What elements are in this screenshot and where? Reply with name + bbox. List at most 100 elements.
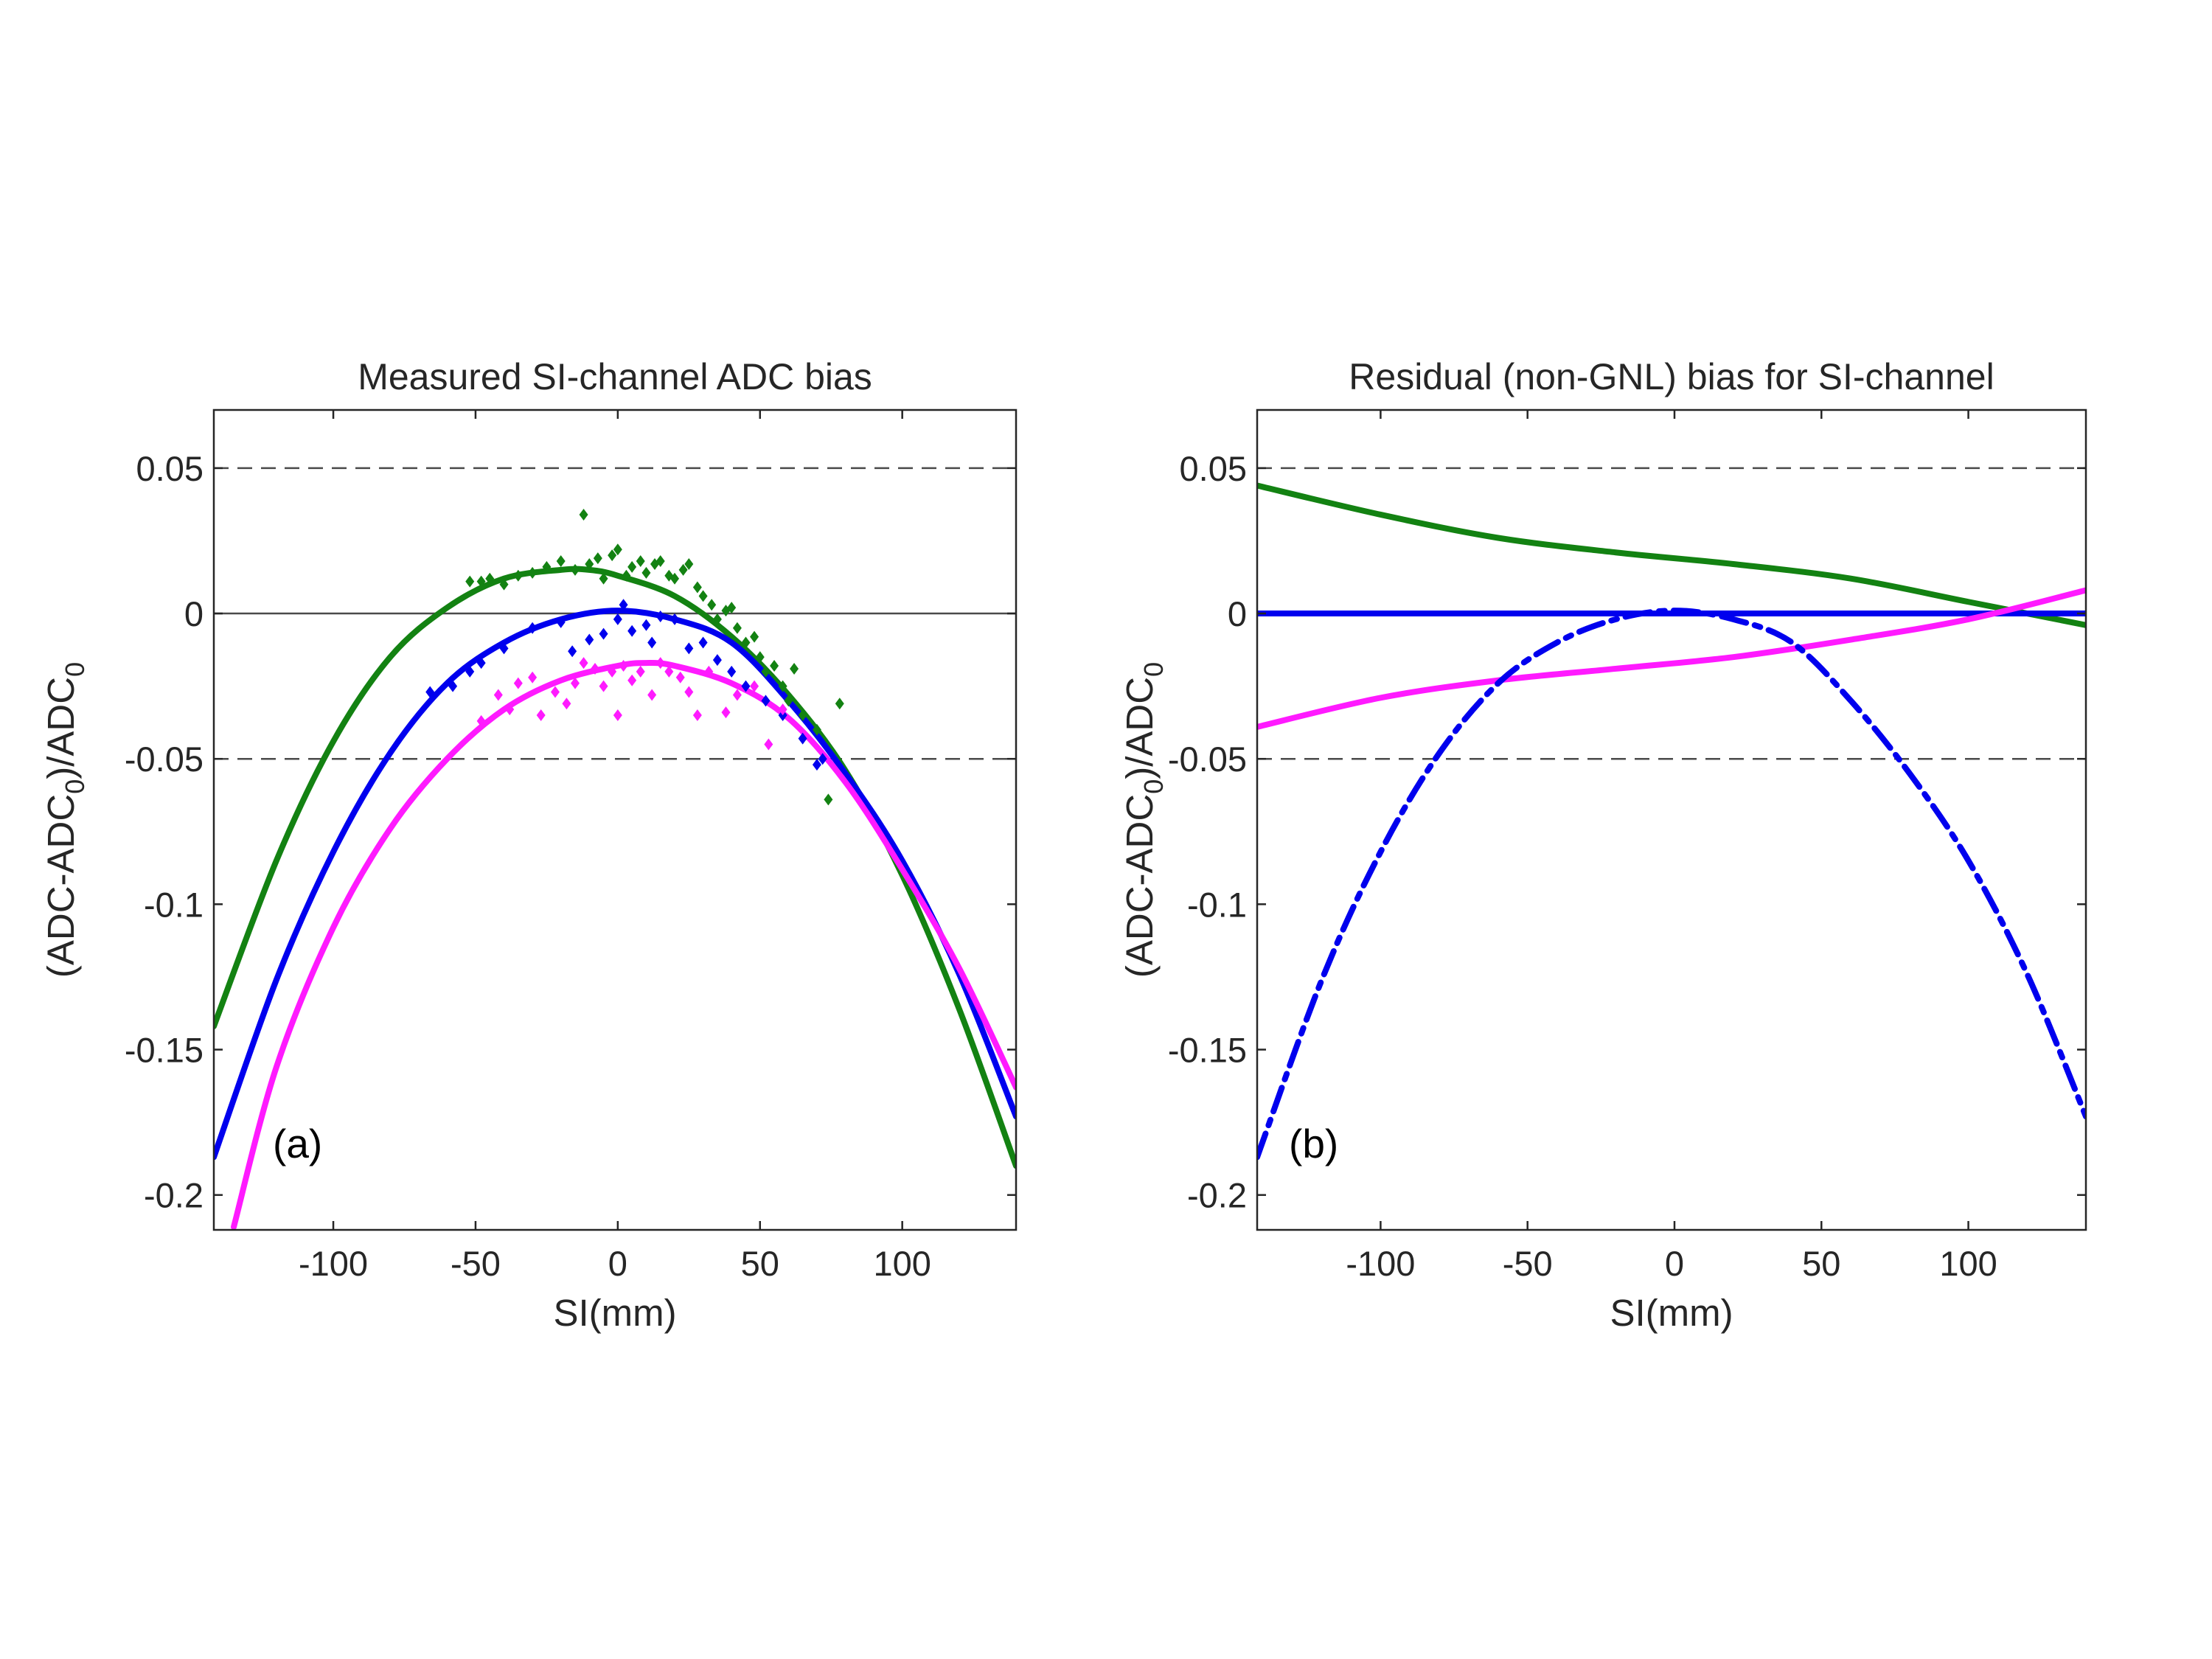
data-point bbox=[568, 645, 577, 658]
data-point bbox=[499, 578, 509, 591]
data-point bbox=[622, 569, 631, 582]
data-point bbox=[485, 572, 495, 585]
data-point bbox=[528, 671, 538, 684]
series-line-1 bbox=[214, 608, 1016, 1161]
data-point bbox=[684, 557, 694, 570]
data-point bbox=[570, 677, 580, 689]
plot-area bbox=[1257, 482, 2086, 1161]
data-point bbox=[499, 642, 509, 655]
data-point bbox=[513, 569, 523, 582]
data-point bbox=[707, 599, 717, 611]
x-tick-label: -100 bbox=[1346, 1244, 1415, 1283]
x-tick-label: 100 bbox=[873, 1244, 931, 1283]
chart-title: Residual (non-GNL) bias for SI-channel bbox=[1349, 356, 1994, 397]
data-point bbox=[590, 662, 599, 675]
data-point bbox=[627, 674, 637, 686]
plot-area bbox=[214, 508, 1016, 1230]
data-point bbox=[513, 677, 523, 689]
data-point bbox=[599, 572, 608, 585]
data-point bbox=[732, 622, 742, 634]
data-point bbox=[655, 555, 665, 568]
y-axis-label: (ADC-ADC0)/ADC0 bbox=[1119, 662, 1169, 978]
data-point bbox=[704, 665, 714, 678]
data-point bbox=[476, 575, 486, 588]
panel-tag: (a) bbox=[273, 1121, 322, 1166]
data-point bbox=[750, 630, 759, 643]
chart-title: Measured SI-channel ADC bias bbox=[358, 356, 872, 397]
data-point bbox=[556, 555, 566, 568]
data-point bbox=[641, 619, 651, 631]
data-point bbox=[675, 671, 685, 684]
data-point bbox=[798, 732, 807, 745]
y-tick-label: -0.2 bbox=[1187, 1176, 1247, 1215]
data-point bbox=[627, 625, 637, 637]
data-point bbox=[778, 680, 787, 692]
data-point bbox=[608, 549, 617, 562]
series-line-2 bbox=[1257, 587, 2086, 730]
x-tick-label: 50 bbox=[1802, 1244, 1840, 1283]
data-point bbox=[712, 613, 722, 625]
x-tick-label: -50 bbox=[1503, 1244, 1553, 1283]
data-point bbox=[641, 566, 651, 579]
data-point bbox=[505, 703, 515, 716]
data-point bbox=[476, 714, 486, 727]
y-tick-label: -0.15 bbox=[1168, 1031, 1247, 1070]
y-tick-label: -0.15 bbox=[125, 1031, 204, 1070]
data-point bbox=[727, 602, 737, 614]
data-point bbox=[750, 680, 759, 692]
data-point bbox=[619, 599, 628, 611]
x-axis-label: SI(mm) bbox=[553, 1292, 676, 1334]
data-point bbox=[619, 660, 628, 672]
data-point bbox=[647, 636, 657, 649]
data-point bbox=[712, 654, 722, 667]
data-point bbox=[613, 543, 622, 556]
data-point bbox=[698, 590, 708, 602]
y-tick-label: -0.2 bbox=[144, 1176, 204, 1215]
data-point bbox=[556, 616, 566, 628]
data-point bbox=[741, 636, 751, 649]
data-point bbox=[550, 686, 560, 698]
data-point bbox=[465, 665, 475, 678]
data-point bbox=[536, 709, 546, 722]
series-line-0 bbox=[214, 566, 1016, 1169]
data-point bbox=[528, 622, 538, 634]
data-point bbox=[425, 686, 435, 698]
data-point bbox=[664, 665, 674, 678]
data-point bbox=[608, 665, 617, 678]
data-point bbox=[755, 651, 765, 664]
series-line-0 bbox=[1257, 482, 2086, 628]
x-tick-label: 100 bbox=[1939, 1244, 1997, 1283]
data-point bbox=[655, 657, 665, 669]
data-point bbox=[790, 662, 799, 675]
x-tick-label: -100 bbox=[299, 1244, 368, 1283]
data-point bbox=[761, 695, 771, 707]
data-point bbox=[798, 709, 807, 722]
data-point bbox=[824, 793, 833, 806]
y-tick-label: 0.05 bbox=[1180, 449, 1247, 488]
axes-box bbox=[1256, 408, 2087, 1231]
data-point bbox=[585, 633, 594, 646]
data-point bbox=[579, 508, 588, 521]
data-point bbox=[818, 753, 827, 765]
data-point bbox=[599, 627, 608, 640]
y-tick-label: 0.05 bbox=[136, 449, 204, 488]
data-point bbox=[778, 703, 787, 716]
data-point bbox=[528, 566, 538, 579]
data-point bbox=[692, 709, 702, 722]
data-point bbox=[593, 552, 602, 565]
data-point bbox=[812, 723, 821, 736]
x-tick-label: -50 bbox=[451, 1244, 501, 1283]
series-line-3 bbox=[1257, 608, 2086, 1161]
y-tick-label: -0.05 bbox=[125, 740, 204, 779]
panel-b: -100 -50 0 50 100 0.05 0 -0.05 -0.1 -0.15 -0.2 Resi… bbox=[1119, 356, 2087, 1334]
data-point bbox=[678, 563, 688, 576]
data-point bbox=[670, 572, 680, 585]
data-point bbox=[732, 689, 742, 701]
data-point bbox=[647, 689, 657, 701]
panel-tag: (b) bbox=[1289, 1121, 1338, 1166]
data-point bbox=[812, 759, 821, 771]
data-point bbox=[465, 575, 475, 588]
data-point bbox=[784, 695, 793, 707]
